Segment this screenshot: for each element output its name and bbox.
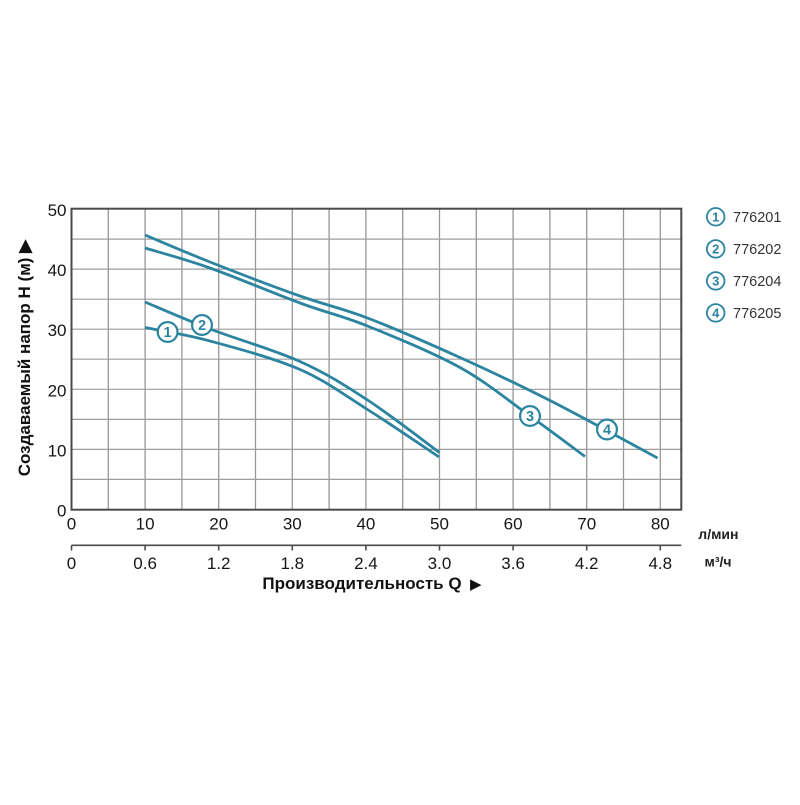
- svg-text:3.6: 3.6: [501, 554, 525, 573]
- svg-text:30: 30: [283, 515, 302, 534]
- svg-text:50: 50: [430, 515, 449, 534]
- svg-text:40: 40: [356, 515, 375, 534]
- svg-text:776201: 776201: [733, 210, 781, 226]
- svg-text:4: 4: [603, 423, 611, 439]
- svg-text:0: 0: [67, 554, 76, 573]
- svg-text:Создаваемый напор H (м) ▶: Создаваемый напор H (м) ▶: [15, 239, 34, 476]
- svg-text:70: 70: [577, 515, 596, 534]
- svg-text:2.4: 2.4: [354, 554, 378, 573]
- svg-text:0: 0: [57, 502, 66, 521]
- svg-text:40: 40: [48, 261, 67, 280]
- svg-text:10: 10: [136, 515, 155, 534]
- svg-text:1.2: 1.2: [207, 554, 231, 573]
- svg-text:л/мин: л/мин: [698, 526, 738, 542]
- svg-text:3.0: 3.0: [428, 554, 452, 573]
- svg-text:2: 2: [198, 318, 206, 334]
- svg-text:30: 30: [48, 321, 67, 340]
- svg-text:20: 20: [48, 381, 67, 400]
- svg-text:▶: ▶: [470, 576, 482, 593]
- svg-text:3: 3: [526, 409, 534, 425]
- svg-text:м³/ч: м³/ч: [705, 554, 732, 570]
- svg-text:4: 4: [712, 305, 720, 320]
- svg-text:4.2: 4.2: [575, 554, 599, 573]
- svg-text:4.8: 4.8: [648, 554, 672, 573]
- svg-text:1: 1: [164, 325, 172, 341]
- svg-text:776202: 776202: [733, 242, 781, 258]
- svg-text:776204: 776204: [733, 274, 781, 290]
- svg-text:50: 50: [48, 201, 67, 220]
- svg-text:60: 60: [504, 515, 523, 534]
- svg-text:0: 0: [67, 515, 76, 534]
- svg-text:80: 80: [651, 515, 670, 534]
- svg-text:2: 2: [712, 241, 719, 256]
- svg-text:3: 3: [712, 273, 719, 288]
- svg-text:20: 20: [209, 515, 228, 534]
- svg-text:0.6: 0.6: [133, 554, 157, 573]
- svg-text:Производительность Q: Производительность Q: [262, 574, 461, 593]
- svg-text:1: 1: [712, 209, 719, 224]
- svg-text:10: 10: [48, 441, 67, 460]
- svg-text:776205: 776205: [733, 306, 781, 322]
- svg-text:1.8: 1.8: [280, 554, 304, 573]
